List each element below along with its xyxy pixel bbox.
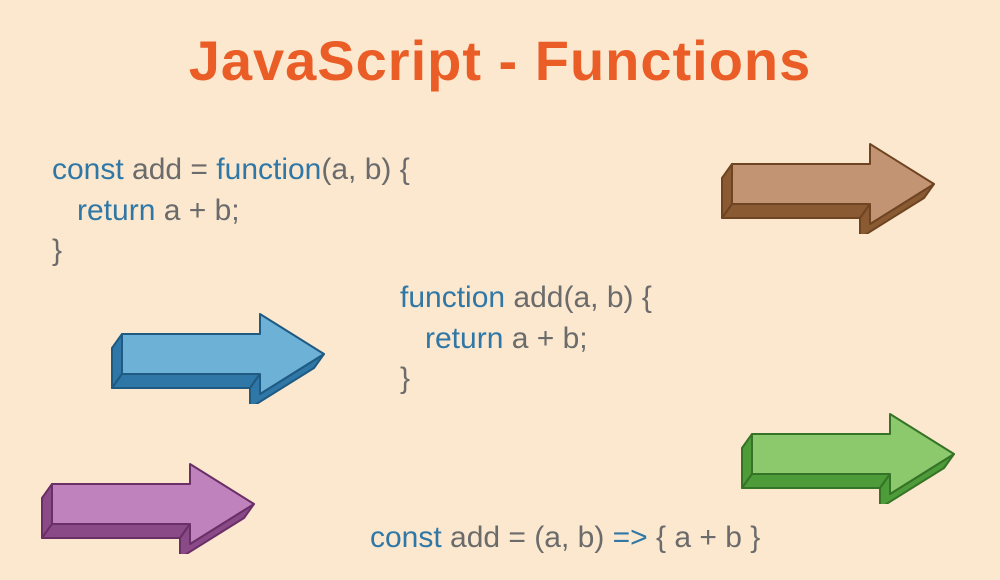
code-line: } [52, 231, 410, 272]
arrow-blue-icon [110, 300, 330, 409]
code-line: } [400, 359, 652, 400]
code-line: const add = (a, b) => { a + b } [370, 518, 760, 559]
code-token: } [52, 234, 62, 267]
code-token: add = [132, 153, 216, 186]
code-token: const [52, 153, 132, 186]
code-token: function [400, 281, 513, 314]
code-snippet-s1: const add = function(a, b) { return a + … [52, 150, 410, 272]
code-token: add(a, b) { [513, 281, 651, 314]
code-snippet-s3: const add = (a, b) => { a + b } [370, 518, 760, 559]
code-token: function [216, 153, 321, 186]
code-snippet-s2: function add(a, b) { return a + b;} [400, 278, 652, 400]
code-token: a + b; [164, 194, 240, 227]
code-token: const [370, 521, 450, 554]
code-line: const add = function(a, b) { [52, 150, 410, 191]
code-token: add = (a, b) [450, 521, 613, 554]
code-line: return a + b; [52, 191, 410, 232]
code-token: a + b; [512, 322, 588, 355]
code-token: { a + b } [648, 521, 761, 554]
code-token: } [400, 362, 410, 395]
arrow-green-icon [740, 400, 960, 509]
code-token: => [613, 521, 648, 554]
code-line: return a + b; [400, 319, 652, 360]
code-line: function add(a, b) { [400, 278, 652, 319]
code-token: (a, b) { [321, 153, 409, 186]
arrow-purple-icon [40, 450, 260, 559]
code-token: return [52, 194, 164, 227]
arrow-brown-icon [720, 130, 940, 239]
code-token: return [400, 322, 512, 355]
page-title: JavaScript - Functions [0, 28, 1000, 93]
